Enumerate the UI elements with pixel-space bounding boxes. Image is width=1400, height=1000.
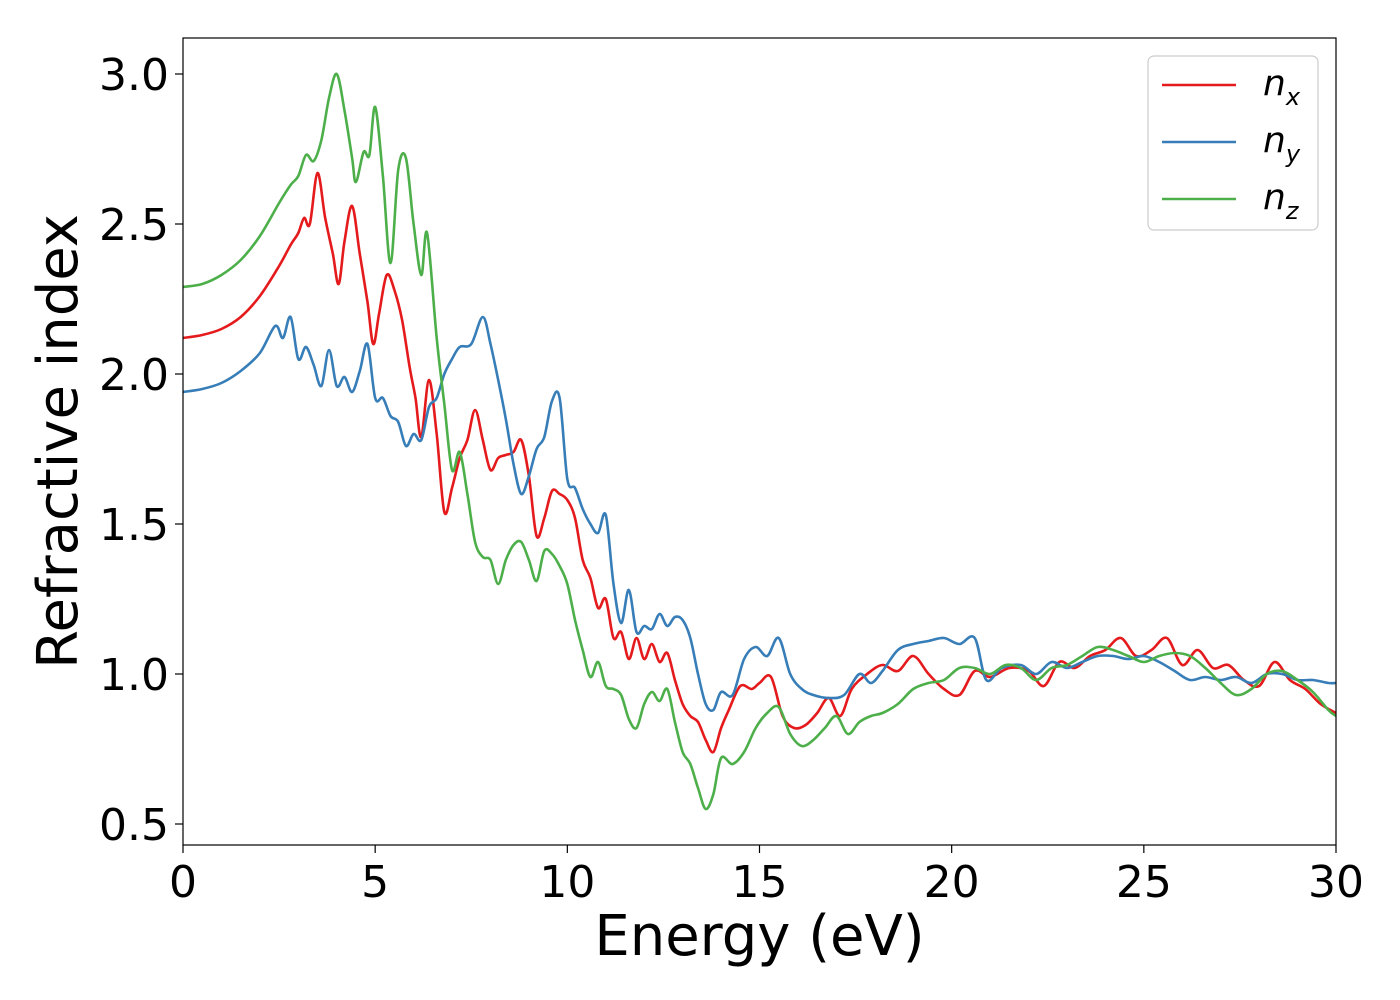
legend-label-base: n (1263, 63, 1286, 104)
legend-label-subscript: y (1285, 140, 1301, 168)
y-tick-label: 1.0 (99, 650, 169, 701)
series-line-nx (183, 171, 1336, 754)
y-tick-label: 2.5 (99, 200, 169, 251)
y-tick-label: 3.0 (99, 50, 169, 101)
y-axis-title: Refractive index (26, 214, 91, 669)
legend-label-base: n (1263, 177, 1286, 218)
x-tick-label: 10 (539, 857, 595, 908)
legend-label-nx: nx (1263, 63, 1301, 111)
y-tick-label: 2.0 (99, 350, 169, 401)
x-axis-title: Energy (eV) (594, 904, 924, 969)
x-tick-label: 0 (169, 857, 197, 908)
x-tick-label: 15 (732, 857, 788, 908)
series-line-ny (183, 315, 1336, 713)
x-tick-label: 25 (1116, 857, 1172, 908)
y-tick-label: 0.5 (99, 800, 169, 851)
legend-label-subscript: z (1285, 197, 1300, 225)
series-line-nz (183, 72, 1336, 811)
x-tick-label: 20 (924, 857, 980, 908)
legend-label-base: n (1263, 120, 1286, 161)
x-tick-label: 30 (1308, 857, 1364, 908)
legend-label-nz: nz (1263, 177, 1300, 225)
plot-lines (183, 72, 1336, 811)
y-tick-label: 1.5 (99, 500, 169, 551)
y-axis: 0.5 1.0 1.5 2.0 2.5 3.0 (99, 50, 183, 851)
x-axis: 0 5 10 15 20 25 30 (169, 845, 1364, 908)
legend-label-subscript: x (1285, 83, 1301, 111)
x-tick-label: 5 (361, 857, 389, 908)
legend-label-ny: ny (1263, 120, 1301, 168)
